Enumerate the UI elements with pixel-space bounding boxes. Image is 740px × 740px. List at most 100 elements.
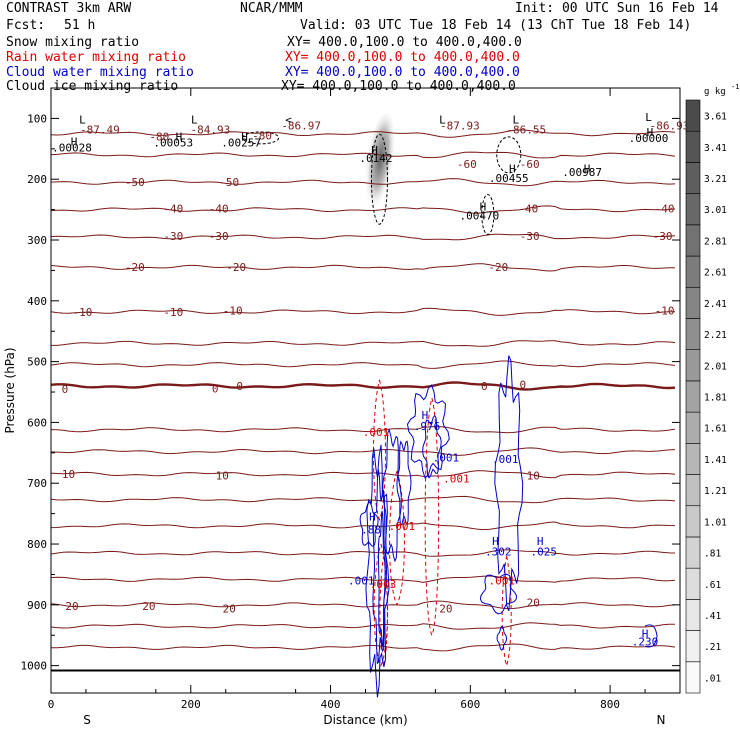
- temperature-label: 0: [62, 383, 69, 396]
- extremum-mark: H: [647, 126, 654, 139]
- temperature-label: -30: [653, 230, 673, 243]
- cloud-water-contour: [359, 501, 379, 548]
- temperature-label: 0: [519, 379, 526, 392]
- rain-label: .001: [443, 472, 470, 485]
- temperature-label: -40: [163, 202, 183, 215]
- extremum-mark: H: [642, 627, 649, 640]
- x-axis-label: Distance (km): [323, 713, 407, 727]
- colorbar-label: 3.01: [704, 205, 727, 216]
- endpoint-right: N: [657, 713, 666, 727]
- extremum-mark: <: [285, 114, 292, 127]
- temperature-label: -86.55: [506, 123, 546, 136]
- colorbar-bin: [685, 599, 701, 631]
- colorbar-bin: [685, 630, 701, 663]
- extremum-mark: H: [509, 162, 516, 175]
- colorbar-bin: [685, 255, 701, 288]
- temperature-label: 10: [527, 469, 540, 482]
- temperature-label: -40: [655, 202, 675, 215]
- extremum-mark: H: [369, 511, 376, 524]
- temperature-contour: [50, 447, 676, 456]
- extremum-mark: L: [191, 114, 198, 127]
- colorbar-bin: [685, 162, 701, 194]
- colorbar-unit-exp: -1: [731, 83, 739, 91]
- cloud-water-label: .88: [361, 523, 381, 536]
- x-tick-label: 400: [321, 698, 341, 711]
- temperature-label: -30: [209, 230, 229, 243]
- colorbar-label: .21: [704, 642, 721, 653]
- temperature-contour: [50, 205, 676, 214]
- temperature-label: -87.49: [80, 123, 120, 136]
- colorbar-label: 2.21: [704, 330, 727, 341]
- cloud-water-label: .001: [492, 453, 519, 466]
- ice-contour: [481, 193, 495, 235]
- y-axis-label: Pressure (hPa): [3, 347, 17, 433]
- temperature-label: -10: [655, 305, 675, 318]
- colorbar-bin: [685, 661, 701, 694]
- extremum-mark: L: [512, 114, 519, 127]
- temperature-label: -10: [163, 306, 183, 319]
- colorbar-bin: [685, 443, 701, 475]
- field-xy-snow: XY= 400.0,100.0 to 400.0,400.0: [287, 35, 522, 50]
- temperature-label: 20: [527, 596, 540, 609]
- field-name-cloud-water: Cloud water mixing ratio: [6, 65, 194, 80]
- temperature-label: 0: [236, 380, 243, 393]
- temperature-contour: [50, 129, 676, 138]
- colorbar-bin: [685, 224, 701, 257]
- temperature-contour: [50, 263, 675, 272]
- temperature-label: 20: [223, 602, 236, 615]
- cloud-water-contour: [496, 625, 508, 651]
- field-xy-rain: XY= 400.0,100.0 to 400.0,400.0: [285, 50, 520, 65]
- y-tick-label: 900: [27, 599, 47, 612]
- colorbar-bin: [685, 474, 701, 507]
- ice-label: .00470: [460, 210, 500, 223]
- extremum-mark: L: [79, 114, 86, 127]
- contour-labels: -87.49 -84.93 -86.97 -87.93 -86.55 -86.93 -80 -…: [52, 111, 689, 648]
- temperature-contours: [50, 129, 676, 652]
- cloud-water-contours: [359, 355, 658, 698]
- ice-contour: [496, 136, 522, 174]
- ice-label: .00000: [629, 132, 669, 145]
- rain-contour: [372, 379, 386, 522]
- colorbar-bin: [685, 349, 701, 382]
- extremum-mark: H: [537, 535, 544, 548]
- ice-label: .00987: [562, 166, 602, 179]
- cloud-water-label: .001: [433, 452, 460, 465]
- field-name-cloud-ice: Cloud ice mixing ratio: [6, 79, 179, 94]
- temperature-label: -86.97: [281, 120, 321, 133]
- colorbar-label: 1.21: [704, 486, 727, 497]
- extremum-mark: H: [584, 162, 591, 175]
- temperature-label: -50: [219, 176, 239, 189]
- cloud-water-contour: [422, 414, 442, 479]
- colorbar-label: 1.81: [704, 393, 727, 404]
- y-tick-label: 600: [27, 416, 47, 429]
- temperature-label: 20: [142, 600, 155, 613]
- forecast-hour: 51 h: [64, 18, 96, 33]
- cloud-ice-contours: [242, 131, 522, 235]
- temperature-contour: [50, 622, 675, 630]
- rain-label: .003: [370, 578, 397, 591]
- temperature-label: -20: [226, 261, 246, 274]
- temperature-label: 10: [216, 469, 229, 482]
- temperature-label: 0: [481, 380, 488, 393]
- temperature-contour: [50, 381, 676, 391]
- extremum-mark: H: [480, 201, 487, 214]
- temperature-contour: [50, 426, 676, 434]
- field-name-rain: Rain water mixing ratio: [6, 50, 187, 65]
- colorbar-label: 3.41: [704, 143, 727, 154]
- cloud-water-contour: [479, 573, 518, 615]
- temperature-contour: [50, 643, 676, 652]
- temperature-contour: [50, 151, 676, 159]
- ice-label: .00028: [52, 142, 92, 155]
- extremum-mark: H: [71, 136, 78, 149]
- extremum-mark: H: [492, 535, 499, 548]
- colorbar-label: .01: [704, 673, 721, 684]
- colorbar-label: 2.61: [704, 268, 727, 279]
- temperature-label: 0: [212, 382, 219, 395]
- colorbar-label: 1.01: [704, 517, 727, 528]
- temperature-contour: [50, 178, 676, 187]
- temperature-contour: [50, 360, 676, 369]
- x-tick-label: 200: [181, 698, 201, 711]
- cloud-water-contour: [494, 355, 524, 612]
